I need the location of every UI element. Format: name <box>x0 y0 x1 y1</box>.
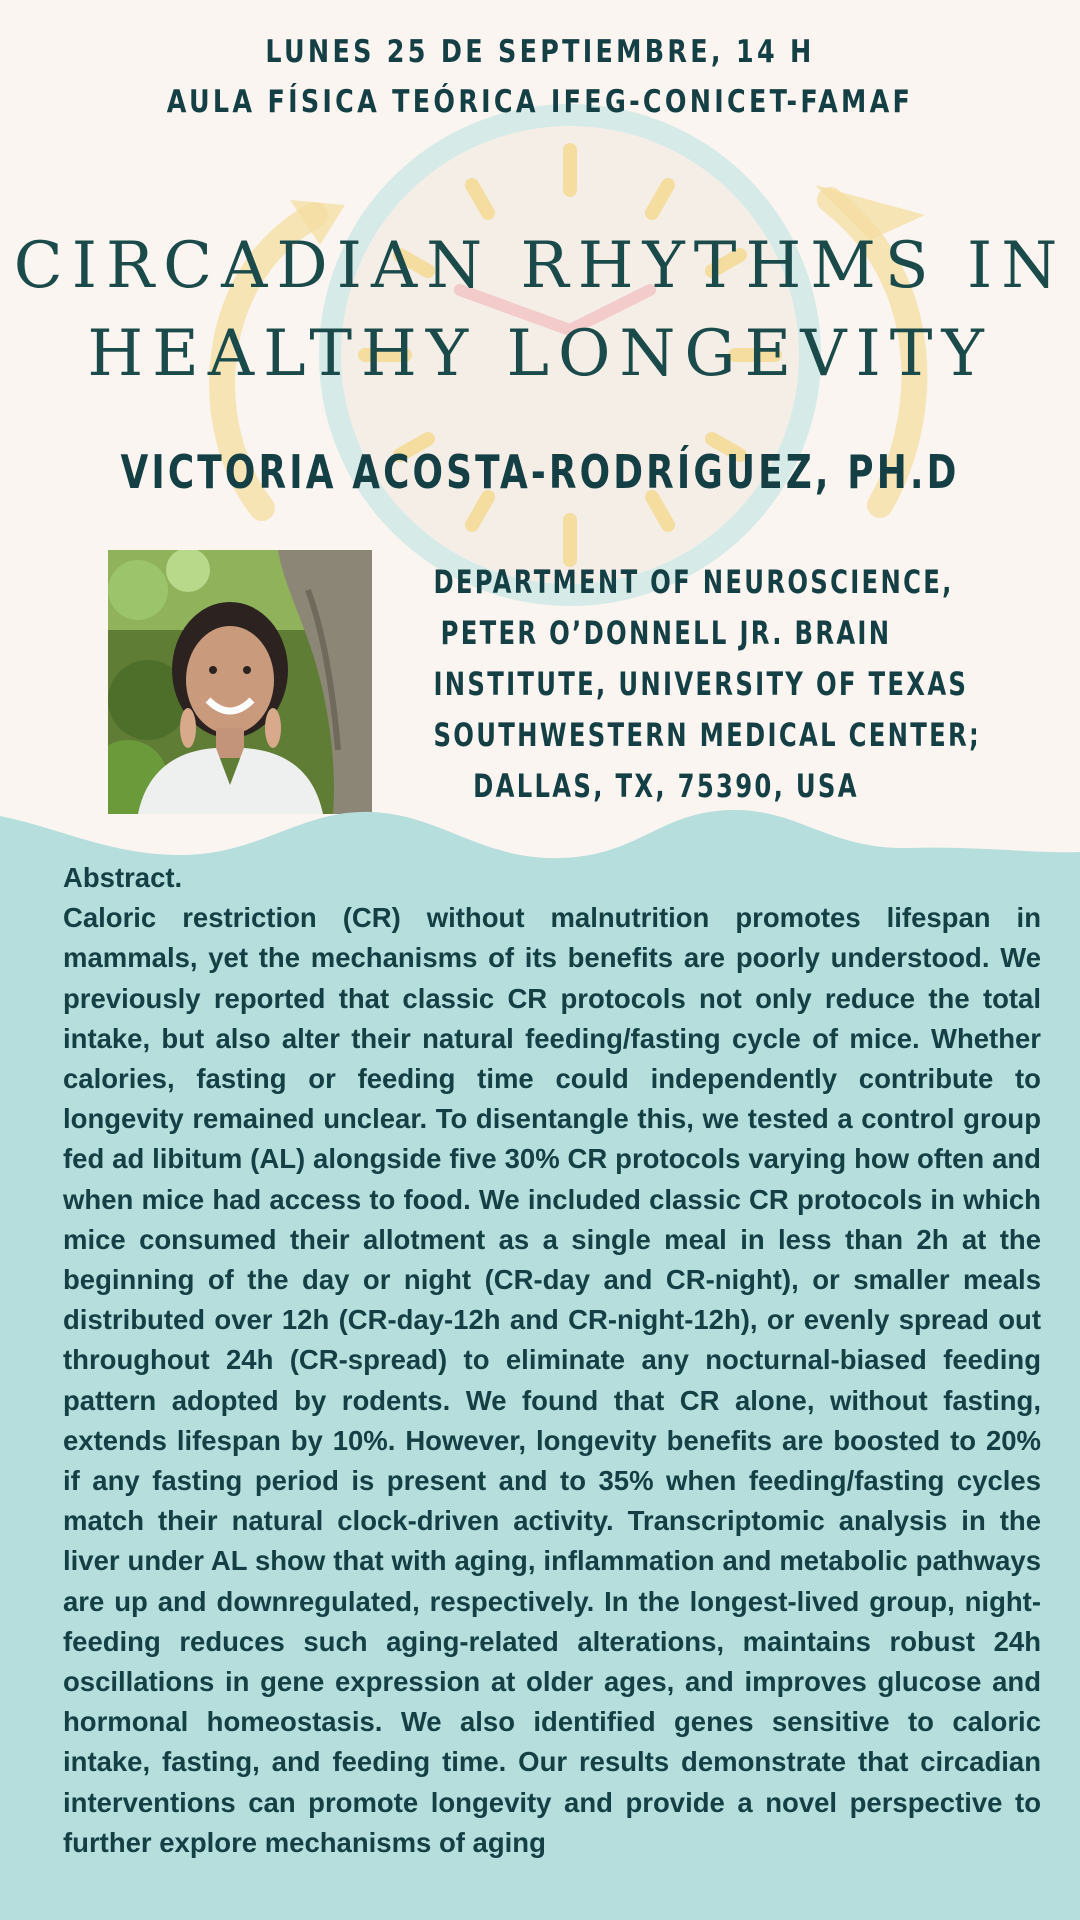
affiliation-line: SOUTHWESTERN MEDICAL CENTER; <box>433 716 982 754</box>
abstract: Abstract. Caloric restriction (CR) witho… <box>63 858 1041 1863</box>
talk-title-line-1: CIRCADIAN RHYTHMS IN <box>13 229 1067 303</box>
talk-title-line-2: HEALTHY LONGEVITY <box>87 317 993 391</box>
affiliation-line: DALLAS, TX, 75390, USA <box>473 767 859 805</box>
speaker-photo <box>108 550 372 814</box>
event-venue: AULA FÍSICA TEÓRICA IFEG-CONICET-FAMAF <box>166 84 914 120</box>
wave-background <box>0 810 1080 1920</box>
affiliation-line: DEPARTMENT OF NEUROSCIENCE, <box>433 563 954 601</box>
abstract-heading: Abstract. <box>63 862 183 893</box>
event-date-time: LUNES 25 DE SEPTIEMBRE, 14 H <box>265 34 815 70</box>
affiliation-line: PETER O’DONNELL JR. BRAIN <box>440 614 892 652</box>
affiliation-line: INSTITUTE, UNIVERSITY OF TEXAS <box>433 665 969 703</box>
speaker-affiliation: DEPARTMENT OF NEUROSCIENCE, PETER O’DONN… <box>433 557 982 812</box>
speaker-name: VICTORIA ACOSTA-RODRÍGUEZ, PH.D <box>120 445 960 499</box>
abstract-body: Caloric restriction (CR) without malnutr… <box>63 902 1041 1858</box>
talk-title: CIRCADIAN RHYTHMS IN HEALTHY LONGEVITY <box>0 222 1080 398</box>
